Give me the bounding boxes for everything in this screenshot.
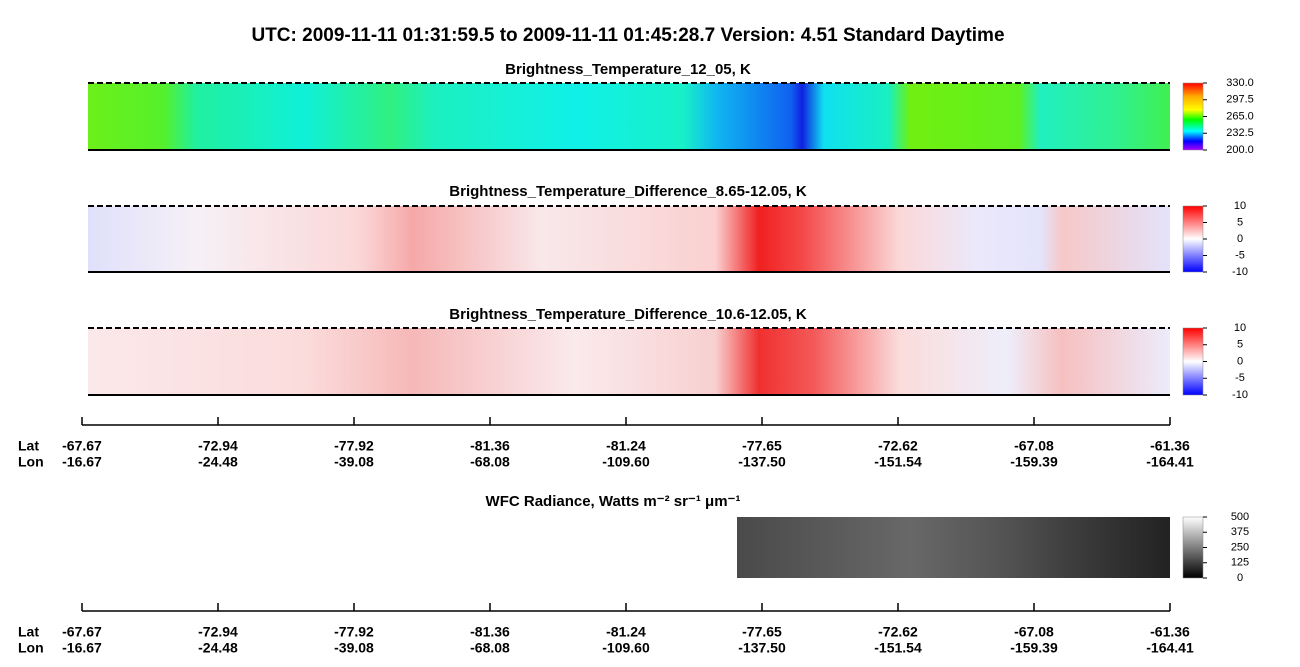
colorbar-label: 330.0	[1226, 77, 1254, 89]
lon-value: -24.48	[198, 640, 238, 656]
colorbar-label: 0	[1237, 355, 1243, 367]
lon-value: -16.67	[62, 454, 102, 470]
lon-value: -16.67	[62, 640, 102, 656]
colorbar-label: 297.5	[1226, 94, 1254, 106]
lat-value: -81.36	[470, 624, 510, 640]
image-strip	[88, 206, 1170, 272]
lon-value: -109.60	[602, 640, 650, 656]
colorbar-label: 0	[1237, 572, 1243, 584]
colorbar-label: 10	[1234, 322, 1246, 334]
lon-label: Lon	[18, 454, 44, 470]
colorbar	[1182, 516, 1204, 579]
lon-value: -39.08	[334, 640, 374, 656]
colorbar-label: 375	[1231, 526, 1249, 538]
lat-value: -67.08	[1014, 438, 1054, 454]
lat-value: -81.24	[606, 438, 646, 454]
colorbar-label: 250	[1231, 541, 1249, 553]
image-strip	[88, 328, 1170, 395]
lat-value: -67.67	[62, 438, 102, 454]
lat-value: -77.65	[742, 624, 782, 640]
lat-value: -77.65	[742, 438, 782, 454]
colorbar-label: -10	[1232, 266, 1248, 278]
lat-label: Lat	[18, 438, 39, 454]
colorbar-label: -10	[1232, 389, 1248, 401]
lon-value: -159.39	[1010, 454, 1058, 470]
lon-value: -159.39	[1010, 640, 1058, 656]
lat-value: -61.36	[1150, 624, 1190, 640]
lat-value: -81.24	[606, 624, 646, 640]
lon-value: -109.60	[602, 454, 650, 470]
page-title: UTC: 2009-11-11 01:31:59.5 to 2009-11-11…	[251, 25, 1004, 46]
lon-value: -68.08	[470, 640, 510, 656]
lon-value: -164.41	[1146, 454, 1194, 470]
colorbar	[1182, 327, 1204, 396]
panel-title: Brightness_Temperature_Difference_8.65-1…	[449, 183, 807, 200]
lat-value: -72.62	[878, 624, 918, 640]
lon-value: -137.50	[738, 454, 786, 470]
lat-value: -67.67	[62, 624, 102, 640]
lon-value: -164.41	[1146, 640, 1194, 656]
colorbar-label: 5	[1237, 216, 1243, 228]
lat-value: -72.62	[878, 438, 918, 454]
colorbar-label: 200.0	[1226, 144, 1254, 156]
colorbar-label: 125	[1231, 557, 1249, 569]
colorbar	[1182, 205, 1204, 273]
colorbar-label: 5	[1237, 339, 1243, 351]
lon-value: -24.48	[198, 454, 238, 470]
lat-value: -77.92	[334, 624, 374, 640]
lat-value: -81.36	[470, 438, 510, 454]
lat-value: -67.08	[1014, 624, 1054, 640]
image-strip	[737, 517, 1170, 578]
lon-value: -137.50	[738, 640, 786, 656]
lat-value: -72.94	[198, 624, 238, 640]
colorbar-label: 232.5	[1226, 127, 1254, 139]
colorbar-label: -5	[1235, 249, 1245, 261]
lon-value: -68.08	[470, 454, 510, 470]
lon-value: -39.08	[334, 454, 374, 470]
lon-value: -151.54	[874, 454, 922, 470]
colorbar-label: 0	[1237, 233, 1243, 245]
lat-value: -61.36	[1150, 438, 1190, 454]
colorbar-label: -5	[1235, 372, 1245, 384]
lat-value: -72.94	[198, 438, 238, 454]
lat-label: Lat	[18, 624, 39, 640]
colorbar-label: 10	[1234, 200, 1246, 212]
colorbar-label: 265.0	[1226, 110, 1254, 122]
panel-title: Brightness_Temperature_Difference_10.6-1…	[449, 306, 807, 323]
image-strip	[88, 83, 1170, 150]
lon-value: -151.54	[874, 640, 922, 656]
lon-label: Lon	[18, 640, 44, 656]
panel-title: WFC Radiance, Watts m⁻² sr⁻¹ μm⁻¹	[486, 493, 741, 510]
panel-title: Brightness_Temperature_12_05, K	[505, 61, 751, 78]
lat-value: -77.92	[334, 438, 374, 454]
colorbar	[1182, 82, 1204, 151]
colorbar-label: 500	[1231, 511, 1249, 523]
